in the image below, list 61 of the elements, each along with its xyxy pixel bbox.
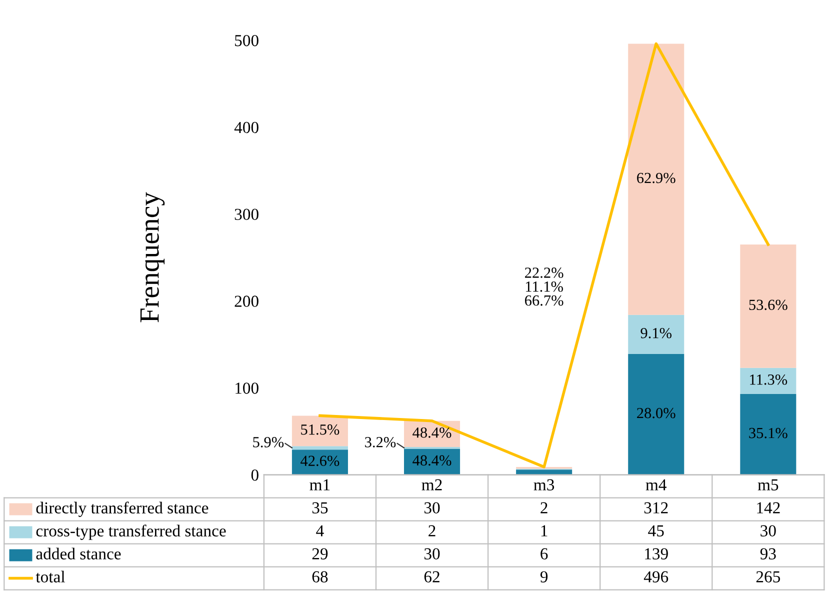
data-label: 4 [316, 525, 324, 536]
bar [628, 314, 684, 354]
bar [740, 394, 796, 475]
annotation: 66.7% [524, 295, 564, 306]
y-tick-label: 500 [235, 34, 258, 46]
x-tick-label: m4 [646, 479, 667, 490]
legend-label: total [36, 570, 65, 582]
data-label: 45 [648, 525, 664, 536]
annotation: 62.9% [637, 172, 676, 184]
legend-label: cross-type transferred stance [36, 524, 226, 540]
annotation: 11.3% [750, 374, 788, 385]
bar [292, 416, 348, 446]
data-label: 2 [540, 502, 548, 514]
data-label: 142 [757, 502, 780, 514]
legend-label: directly transferred stance [36, 502, 208, 517]
data-label: 9 [540, 571, 548, 582]
bar [740, 368, 796, 394]
data-label: 30 [424, 548, 440, 560]
annotation: 53.6% [749, 300, 788, 310]
x-tick-label: m2 [422, 479, 442, 490]
x-tick-label: m1 [310, 479, 330, 490]
annotation: 11.1% [526, 281, 563, 292]
bar [292, 446, 348, 450]
data-label: 2 [428, 525, 436, 536]
annotation: 9.1% [640, 328, 672, 338]
annotation: 42.6% [300, 456, 340, 466]
bar [404, 448, 460, 475]
bar [292, 450, 348, 475]
data-label: 139 [645, 548, 668, 560]
bar [740, 244, 796, 368]
bar [628, 354, 684, 475]
annotation: 22.2% [525, 268, 564, 278]
x-tick-label: m3 [534, 479, 554, 490]
annotation: 51.5% [301, 424, 340, 435]
data-label: 265 [756, 571, 780, 582]
data-label: 35 [312, 502, 328, 514]
data-label: 30 [760, 525, 776, 536]
y-tick-label: 100 [236, 382, 258, 394]
data-label: 68 [312, 571, 328, 582]
legend-label: added stance [36, 548, 121, 560]
data-label: 30 [424, 502, 440, 514]
data-label: 6 [540, 548, 548, 560]
data-label: 312 [644, 502, 668, 514]
annotation: 48.4% [412, 455, 452, 466]
x-tick-label: m5 [758, 479, 778, 490]
data-label: 93 [760, 548, 776, 560]
annotation: 48.4% [412, 427, 452, 438]
data-label: 496 [644, 571, 668, 582]
annotation: 5.9% [253, 437, 284, 448]
y-tick-label: 300 [234, 208, 258, 220]
y-tick-label: 0 [251, 469, 258, 481]
annotation: 35.1% [749, 428, 788, 438]
data-label: 62 [424, 571, 440, 582]
data-label: 29 [312, 548, 328, 560]
data-label: 1 [541, 525, 548, 536]
y-tick-label: 400 [234, 122, 258, 134]
annotation: 3.2% [365, 437, 396, 448]
y-tick-label: 200 [234, 296, 258, 307]
y-axis-title: Frenquency [140, 192, 165, 322]
annotation: 28.0% [637, 408, 676, 418]
bar [628, 44, 684, 315]
